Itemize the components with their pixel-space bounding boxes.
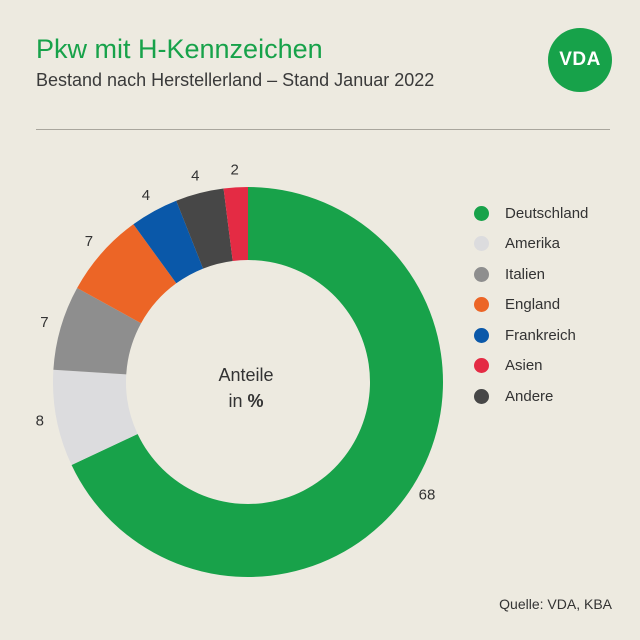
- value-label-amerika: 8: [36, 413, 44, 430]
- legend-item-italien: Italien: [474, 259, 588, 290]
- legend-swatch-deutschland: [474, 205, 489, 221]
- slice-deutschland: [71, 187, 444, 577]
- slice-italien: [53, 288, 142, 375]
- slice-amerika: [53, 369, 138, 466]
- value-label-england: 7: [85, 233, 93, 250]
- legend-item-england: England: [474, 290, 588, 321]
- legend-label-italien: Italien: [505, 265, 546, 283]
- legend-swatch-andere: [474, 388, 489, 404]
- center-label-unit: %: [247, 391, 264, 411]
- vda-logo: VDA: [548, 28, 612, 92]
- legend-label-deutschland: Deutschland: [505, 204, 589, 222]
- legend-item-asien: Asien: [474, 351, 588, 382]
- header-divider: [36, 129, 610, 130]
- source-note: Quelle: VDA, KBA: [499, 596, 612, 612]
- slice-frankreich: [133, 200, 204, 284]
- legend-label-asien: Asien: [505, 357, 543, 375]
- slice-andere: [176, 188, 233, 269]
- center-label-line2: in %: [166, 388, 326, 414]
- value-label-andere: 4: [191, 168, 199, 185]
- center-label-in: in: [228, 391, 243, 411]
- legend-swatch-asien: [474, 358, 489, 374]
- value-label-deutschland: 68: [419, 487, 436, 504]
- chart-legend: Deutschland Amerika Italien England Frankrei…: [474, 198, 588, 412]
- legend-swatch-amerika: [474, 236, 489, 252]
- legend-label-frankreich: Frankreich: [505, 326, 576, 344]
- center-label-line1: Anteile: [218, 365, 274, 385]
- slice-england: [77, 224, 177, 324]
- legend-label-england: England: [505, 296, 561, 314]
- legend-label-amerika: Amerika: [505, 235, 561, 253]
- legend-label-andere: Andere: [505, 387, 554, 405]
- value-label-frankreich: 4: [142, 187, 150, 204]
- slice-asien: [223, 187, 248, 261]
- value-label-asien: 2: [231, 161, 239, 178]
- legend-item-frankreich: Frankreich: [474, 320, 588, 351]
- value-label-italien: 7: [40, 314, 48, 331]
- donut-center-label: Anteile in %: [166, 362, 326, 414]
- legend-swatch-england: [474, 297, 489, 313]
- legend-item-amerika: Amerika: [474, 229, 588, 260]
- legend-item-deutschland: Deutschland: [474, 198, 588, 229]
- chart-subtitle: Bestand nach Herstellerland – Stand Janu…: [36, 70, 435, 90]
- vda-logo-text: VDA: [559, 49, 601, 70]
- legend-swatch-italien: [474, 266, 489, 282]
- chart-title: Pkw mit H-Kennzeichen: [36, 34, 323, 64]
- legend-swatch-frankreich: [474, 327, 489, 343]
- legend-item-andere: Andere: [474, 381, 588, 412]
